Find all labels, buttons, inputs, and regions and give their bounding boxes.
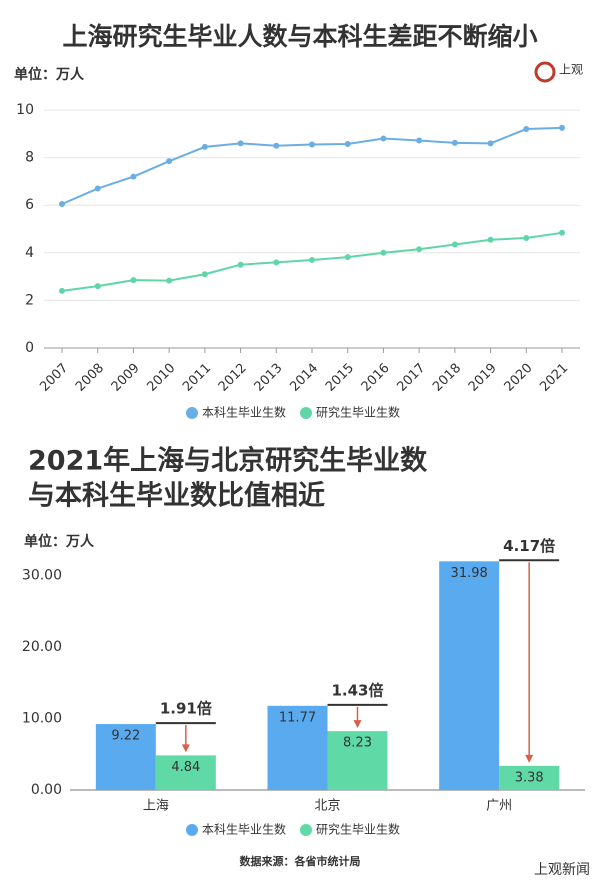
legend-label: 研究生毕业生数 <box>316 822 400 837</box>
x-tick-label: 上海 <box>143 799 169 814</box>
point <box>559 229 565 236</box>
chart-title: 上海研究生毕业人数与本科生差距不断缩小 <box>62 22 537 51</box>
y-tick-label: 0.00 <box>31 782 62 798</box>
watermark: 上观新闻 <box>534 862 590 878</box>
point <box>559 124 565 131</box>
point <box>273 259 280 266</box>
y-tick-label: 10.00 <box>22 710 62 726</box>
legend-label: 本科生毕业生数 <box>202 822 286 837</box>
ratio-label: 1.91倍 <box>160 700 212 718</box>
value-label: 9.22 <box>111 729 140 744</box>
logo: 上观 <box>559 63 583 77</box>
point <box>416 246 423 253</box>
x-tick-label: 2012 <box>216 361 250 395</box>
bar <box>155 755 216 790</box>
value-label: 3.38 <box>515 770 544 785</box>
x-tick-label: 2016 <box>359 361 393 395</box>
y-tick-label: 6 <box>25 197 34 213</box>
point <box>59 201 65 208</box>
point <box>344 254 351 261</box>
ratio-label: 1.43倍 <box>331 681 383 699</box>
legend-label: 本科生毕业生数 <box>202 405 286 420</box>
legend-marker <box>300 407 312 419</box>
point <box>166 158 173 165</box>
x-tick-label: 2011 <box>180 361 214 395</box>
point <box>201 143 208 150</box>
point <box>523 235 530 242</box>
point <box>487 140 494 147</box>
point <box>94 185 101 192</box>
point <box>237 261 244 268</box>
point <box>523 126 530 133</box>
chart-title: 与本科生毕业数比值相近 <box>28 481 325 512</box>
x-tick-label: 2008 <box>73 361 107 395</box>
x-tick-label: 2017 <box>394 361 428 395</box>
point <box>130 173 137 180</box>
y-tick-label: 0 <box>25 340 34 356</box>
bar <box>95 724 156 790</box>
x-tick-label: 2013 <box>252 361 286 395</box>
point <box>237 140 244 147</box>
x-tick-label: 2021 <box>537 361 571 395</box>
line <box>61 126 563 205</box>
legend-marker <box>186 824 198 836</box>
unit-label: 单位：万人 <box>14 66 85 83</box>
point <box>487 236 494 243</box>
point <box>59 287 65 294</box>
legend-marker <box>186 407 198 419</box>
ratio-label: 4.17倍 <box>503 537 555 555</box>
point <box>166 277 173 284</box>
x-tick-label: 2020 <box>502 361 536 395</box>
x-tick-label: 广州 <box>486 799 512 814</box>
source: 数据来源：各省市统计局 <box>240 854 361 868</box>
point <box>380 249 387 256</box>
point <box>416 137 423 144</box>
y-tick-label: 20.00 <box>22 639 62 655</box>
unit-label: 单位：万人 <box>24 533 95 550</box>
x-tick-label: 2007 <box>37 361 71 395</box>
point <box>380 135 387 142</box>
bar <box>267 705 328 790</box>
bar <box>439 561 500 790</box>
point <box>451 241 458 248</box>
ratio-arrowhead <box>525 754 534 763</box>
y-tick-label: 8 <box>25 150 34 166</box>
point <box>451 139 458 146</box>
point <box>130 277 137 284</box>
point <box>309 256 315 263</box>
point <box>309 141 315 148</box>
bar <box>499 765 560 790</box>
y-tick-label: 4 <box>25 245 34 261</box>
bar <box>327 731 388 790</box>
value-label: 31.98 <box>451 566 488 581</box>
x-tick-label: 北京 <box>314 799 340 814</box>
ratio-arrowhead <box>181 744 190 753</box>
point <box>273 142 280 149</box>
y-tick-label: 30.00 <box>22 567 62 583</box>
y-tick-label: 2 <box>25 292 34 308</box>
legend-label: 研究生毕业生数 <box>316 405 400 420</box>
x-tick-label: 2019 <box>466 361 500 395</box>
y-tick-label: 10 <box>16 102 34 118</box>
value-label: 4.84 <box>171 760 200 775</box>
x-tick-label: 2009 <box>109 361 143 395</box>
point <box>94 283 101 290</box>
x-tick-label: 2018 <box>430 361 464 395</box>
ratio-arrowhead <box>353 720 362 729</box>
x-tick-label: 2015 <box>323 361 357 395</box>
legend-marker <box>300 824 312 836</box>
x-tick-label: 2010 <box>144 361 178 395</box>
chart-title: 2021年上海与北京研究生毕业数 <box>28 445 428 477</box>
logo-icon <box>534 61 556 83</box>
point <box>201 271 208 278</box>
point <box>344 141 351 148</box>
value-label: 8.23 <box>343 736 372 751</box>
value-label: 11.77 <box>279 710 316 725</box>
x-tick-label: 2014 <box>287 361 321 395</box>
